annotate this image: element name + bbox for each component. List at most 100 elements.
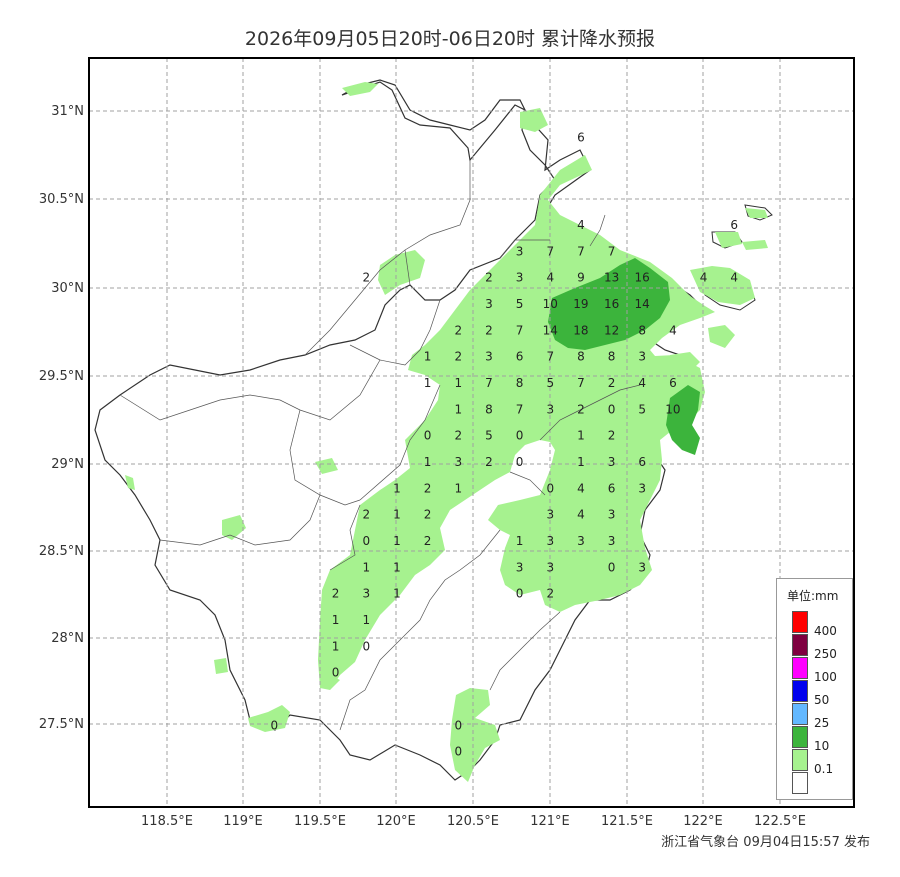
precip-value: 6 (608, 481, 616, 495)
precip-value: 5 (485, 429, 493, 443)
precip-value: 10 (665, 402, 680, 416)
legend-item: 100 (792, 657, 852, 684)
precip-value: 4 (638, 376, 646, 390)
lat-label: 29.5°N (39, 369, 84, 384)
legend-swatch (792, 726, 808, 748)
precip-value: 1 (516, 534, 524, 548)
precip-value: 1 (362, 560, 370, 574)
precip-value: 1 (424, 350, 432, 364)
precip-value: 8 (577, 350, 585, 364)
precip-value: 3 (608, 534, 616, 548)
precip-value: 0 (270, 718, 278, 732)
legend-swatch (792, 634, 808, 656)
precip-value: 8 (608, 350, 616, 364)
precip-value: 7 (577, 376, 585, 390)
issuer-footer: 浙江省气象台 09月04日15:57 发布 (661, 835, 870, 850)
rain-area-0.1mm (378, 250, 425, 295)
legend-item: 250 (792, 634, 852, 661)
precip-value: 2 (485, 323, 493, 337)
rain-area-0.1mm (342, 82, 378, 96)
legend-swatch (792, 772, 808, 794)
rain-area-10mm (666, 385, 700, 455)
rain-area-0.1mm (715, 232, 742, 248)
precip-value: 1 (424, 376, 432, 390)
precip-value: 1 (332, 639, 340, 653)
precip-value: 6 (516, 350, 524, 364)
map-frame (88, 57, 855, 808)
legend-title: 单位:mm (787, 589, 839, 603)
rain-area-0.1mm (222, 515, 246, 540)
precip-value: 3 (485, 297, 493, 311)
precip-value: 5 (638, 402, 646, 416)
precip-value: 3 (454, 455, 462, 469)
lat-label: 31°N (51, 104, 84, 119)
precip-value: 2 (424, 481, 432, 495)
rain-area-0.1mm (520, 108, 548, 132)
legend-swatch (792, 749, 808, 771)
rain-area-0.1mm (690, 266, 755, 305)
precip-value: 3 (546, 508, 554, 522)
precip-value: 2 (546, 587, 554, 601)
legend-item: 0.1 (792, 749, 852, 776)
lon-label: 118.5°E (141, 814, 193, 829)
precip-value: 16 (635, 271, 650, 285)
lon-axis: 118.5°E 119°E 119.5°E 120°E 120.5°E 121°… (141, 814, 806, 829)
legend-item: 400 (792, 611, 852, 638)
precip-value: 7 (516, 323, 524, 337)
rain-area-0.1mm (450, 688, 500, 782)
precip-value: 3 (546, 402, 554, 416)
rain-area-0.1mm (125, 475, 135, 490)
legend-swatch (792, 611, 808, 633)
precip-value: 1 (393, 534, 401, 548)
city-boundaries (119, 160, 641, 731)
precip-value: 0 (516, 587, 524, 601)
precip-value: 2 (362, 271, 370, 285)
precip-value: 13 (604, 271, 619, 285)
rain-area-0.1mm (315, 458, 338, 474)
precip-value: 3 (638, 481, 646, 495)
legend-item: 50 (792, 680, 852, 707)
precip-value: 4 (577, 508, 585, 522)
precip-value: 3 (546, 560, 554, 574)
legend-item (792, 772, 852, 795)
precip-value: 4 (577, 481, 585, 495)
lat-label: 28°N (51, 631, 84, 646)
precip-value: 2 (454, 350, 462, 364)
precip-value: 7 (546, 350, 554, 364)
legend-label: 25 (814, 716, 830, 730)
rain-area-0.1mm (214, 658, 228, 674)
precip-value: 5 (546, 376, 554, 390)
precip-value: 2 (424, 534, 432, 548)
precip-value: 1 (577, 429, 585, 443)
rain-area-0.1mm (248, 705, 290, 732)
precip-value: 8 (516, 376, 524, 390)
precip-value: 1 (393, 587, 401, 601)
precip-value: 1 (362, 613, 370, 627)
precip-value: 0 (362, 639, 370, 653)
precip-value: 1 (424, 455, 432, 469)
precip-value: 6 (669, 376, 677, 390)
precip-value: 4 (546, 271, 554, 285)
precip-value: 3 (608, 508, 616, 522)
precip-value: 0 (608, 560, 616, 574)
precip-value: 7 (546, 244, 554, 258)
rain-area-0.1mm (745, 208, 768, 218)
precip-value: 8 (638, 323, 646, 337)
precip-value: 1 (454, 402, 462, 416)
legend-item: 10 (792, 726, 852, 753)
precip-value: 4 (700, 271, 708, 285)
precip-value: 0 (516, 455, 524, 469)
precip-value: 3 (638, 560, 646, 574)
precip-value: 0 (424, 429, 432, 443)
precip-value: 5 (516, 297, 524, 311)
precip-value: 3 (546, 534, 554, 548)
precip-value: 3 (516, 244, 524, 258)
precip-value: 0 (516, 429, 524, 443)
precip-value: 3 (516, 560, 524, 574)
lon-label: 119.5°E (294, 814, 346, 829)
precip-value: 16 (604, 297, 619, 311)
precip-value: 2 (362, 508, 370, 522)
precip-value: 14 (635, 297, 650, 311)
lat-label: 29°N (51, 457, 84, 472)
